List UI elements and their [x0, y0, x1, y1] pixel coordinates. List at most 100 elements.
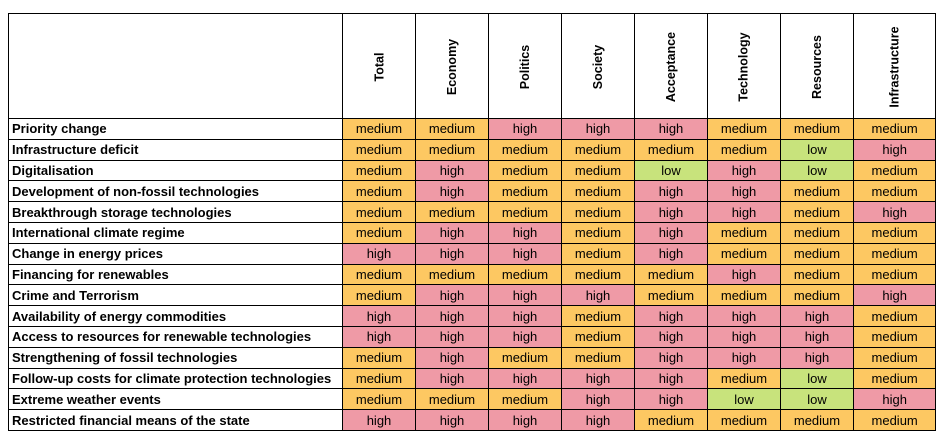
- rating-cell: high: [852, 201, 937, 223]
- rating-cell: high: [415, 221, 489, 244]
- table-row: Breakthrough storage technologies medium m…: [8, 201, 937, 223]
- rating-cell: high: [780, 346, 854, 369]
- rating-cell: medium: [342, 201, 416, 223]
- rating-cell: medium: [561, 159, 635, 182]
- rating-cell: medium: [634, 263, 708, 286]
- rating-cell: low: [707, 388, 781, 411]
- row-label: Development of non-fossil technologies: [8, 180, 343, 203]
- column-header-label: Economy: [444, 38, 459, 95]
- rating-cell: high: [707, 325, 781, 348]
- rating-cell: high: [634, 305, 708, 327]
- rating-cell: high: [707, 346, 781, 369]
- rating-cell: medium: [488, 346, 562, 369]
- rating-cell: high: [561, 367, 635, 390]
- rating-cell: low: [780, 388, 854, 411]
- rating-cell: high: [415, 409, 489, 431]
- table-row: Digitalisation medium high medium medium low h…: [8, 159, 937, 182]
- rating-cell: high: [852, 138, 937, 161]
- rating-cell: medium: [707, 221, 781, 244]
- rating-cell: medium: [707, 409, 781, 431]
- column-header-label: Resources: [810, 34, 824, 99]
- rating-cell: high: [342, 242, 416, 265]
- rating-cell: high: [488, 409, 562, 431]
- row-label: Change in energy prices: [8, 242, 343, 265]
- column-header: Technology: [707, 13, 781, 119]
- assessment-table: Total Economy Politics Society Acceptance Tec…: [8, 13, 937, 431]
- rating-cell: medium: [488, 180, 562, 203]
- rating-cell: high: [415, 284, 489, 307]
- rating-cell: medium: [852, 159, 937, 182]
- rating-cell: medium: [561, 138, 635, 161]
- rating-cell: low: [780, 138, 854, 161]
- rating-cell: medium: [852, 409, 937, 431]
- row-label: Financing for renewables: [8, 263, 343, 286]
- rating-cell: high: [342, 325, 416, 348]
- rating-cell: medium: [852, 180, 937, 203]
- row-label: Infrastructure deficit: [8, 138, 343, 161]
- rating-cell: medium: [415, 263, 489, 286]
- rating-cell: medium: [561, 242, 635, 265]
- rating-cell: high: [634, 180, 708, 203]
- rating-cell: medium: [415, 118, 489, 140]
- rating-cell: medium: [707, 367, 781, 390]
- rating-cell: low: [780, 159, 854, 182]
- row-label: Digitalisation: [8, 159, 343, 182]
- rating-cell: high: [415, 367, 489, 390]
- table-row: Development of non-fossil technologies me…: [8, 180, 937, 203]
- rating-cell: medium: [780, 242, 854, 265]
- rating-cell: medium: [852, 242, 937, 265]
- rating-cell: medium: [780, 118, 854, 140]
- rating-cell: high: [634, 242, 708, 265]
- rating-cell: medium: [342, 221, 416, 244]
- rating-cell: medium: [488, 201, 562, 223]
- table-row: Restricted financial means of the state h…: [8, 409, 937, 431]
- column-header: Society: [561, 13, 635, 119]
- table-row: Availability of energy commodities high hi…: [8, 305, 937, 327]
- rating-cell: high: [415, 159, 489, 182]
- rating-cell: high: [415, 305, 489, 327]
- rating-cell: medium: [561, 201, 635, 223]
- rating-cell: medium: [780, 180, 854, 203]
- rating-cell: medium: [780, 409, 854, 431]
- column-header-label: Acceptance: [664, 31, 678, 102]
- rating-cell: medium: [707, 242, 781, 265]
- rating-cell: medium: [342, 263, 416, 286]
- rating-cell: high: [488, 284, 562, 307]
- rating-cell: medium: [852, 305, 937, 327]
- table-row: Extreme weather events medium medium medium…: [8, 388, 937, 411]
- column-header: Politics: [488, 13, 562, 119]
- table-row: Financing for renewables medium medium medi…: [8, 263, 937, 286]
- rating-cell: low: [780, 367, 854, 390]
- corner-cell: [8, 13, 343, 119]
- rating-cell: medium: [852, 263, 937, 286]
- rating-cell: high: [707, 305, 781, 327]
- column-header-label: Technology: [737, 31, 751, 102]
- rating-cell: high: [488, 242, 562, 265]
- row-label: Availability of energy commodities: [8, 305, 343, 327]
- row-label: Strengthening of fossil technologies: [8, 346, 343, 369]
- rating-cell: high: [415, 180, 489, 203]
- row-label: Crime and Terrorism: [8, 284, 343, 307]
- rating-cell: medium: [488, 159, 562, 182]
- rating-cell: medium: [561, 346, 635, 369]
- row-label: Extreme weather events: [8, 388, 343, 411]
- rating-cell: high: [780, 325, 854, 348]
- table-row: International climate regime medium high hi…: [8, 221, 937, 244]
- rating-cell: high: [561, 118, 635, 140]
- column-header: Total: [342, 13, 416, 119]
- rating-cell: high: [342, 409, 416, 431]
- rating-cell: medium: [707, 284, 781, 307]
- row-label: Follow-up costs for climate protection t…: [8, 367, 343, 390]
- rating-cell: high: [488, 221, 562, 244]
- rating-cell: high: [634, 346, 708, 369]
- rating-cell: high: [561, 409, 635, 431]
- table-row: Change in energy prices high high high mediu…: [8, 242, 937, 265]
- header-row: Total Economy Politics Society Acceptance Tec…: [8, 13, 937, 119]
- rating-cell: medium: [852, 221, 937, 244]
- assessment-table-container: Total Economy Politics Society Acceptance Tec…: [8, 13, 937, 431]
- table-row: Follow-up costs for climate protection t…: [8, 367, 937, 390]
- rating-cell: medium: [342, 180, 416, 203]
- rating-cell: high: [634, 118, 708, 140]
- rating-cell: medium: [342, 118, 416, 140]
- table-body: Priority change medium medium high high high m…: [8, 118, 937, 431]
